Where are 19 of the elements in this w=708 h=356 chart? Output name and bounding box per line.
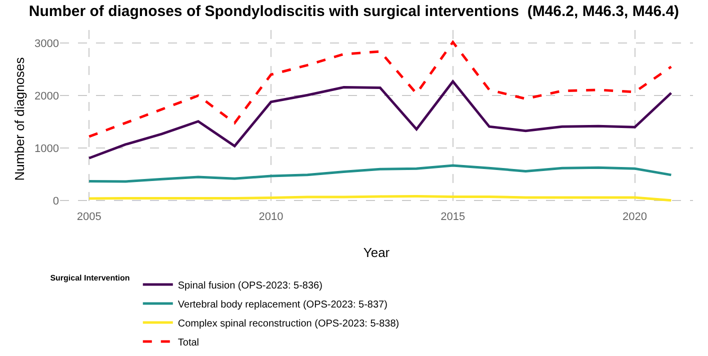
line-series xyxy=(88,80,672,160)
y-axis-title: Number of diagnoses xyxy=(12,56,27,181)
legend-title: Surgical Intervention xyxy=(50,273,130,282)
x-tick-label: 2020 xyxy=(622,211,648,223)
legend-label: Total xyxy=(178,337,200,348)
chart-title: Number of diagnoses of Spondylodiscitis with surgical interventions (M46.2, M46.3, M46.4) xyxy=(28,2,680,20)
x-axis-title: Year xyxy=(363,245,390,260)
y-tick-label: 2000 xyxy=(34,90,59,102)
legend-label: Spinal fusion (OPS-2023: 5-836) xyxy=(178,280,322,292)
legend-label: Complex spinal reconstruction (OPS-2023: 5-838) xyxy=(178,318,400,330)
y-tick-label: 3000 xyxy=(34,38,59,50)
line-series xyxy=(88,164,672,183)
x-tick-label: 2015 xyxy=(440,211,466,223)
x-tick-label: 2010 xyxy=(258,211,284,223)
legend-label: Vertebral body replacement (OPS-2023: 5-837) xyxy=(178,299,388,310)
line-series xyxy=(88,40,672,138)
x-tick-label: 2005 xyxy=(76,211,102,223)
y-tick-label: 1000 xyxy=(34,142,59,155)
y-tick-label: 0 xyxy=(52,196,59,208)
